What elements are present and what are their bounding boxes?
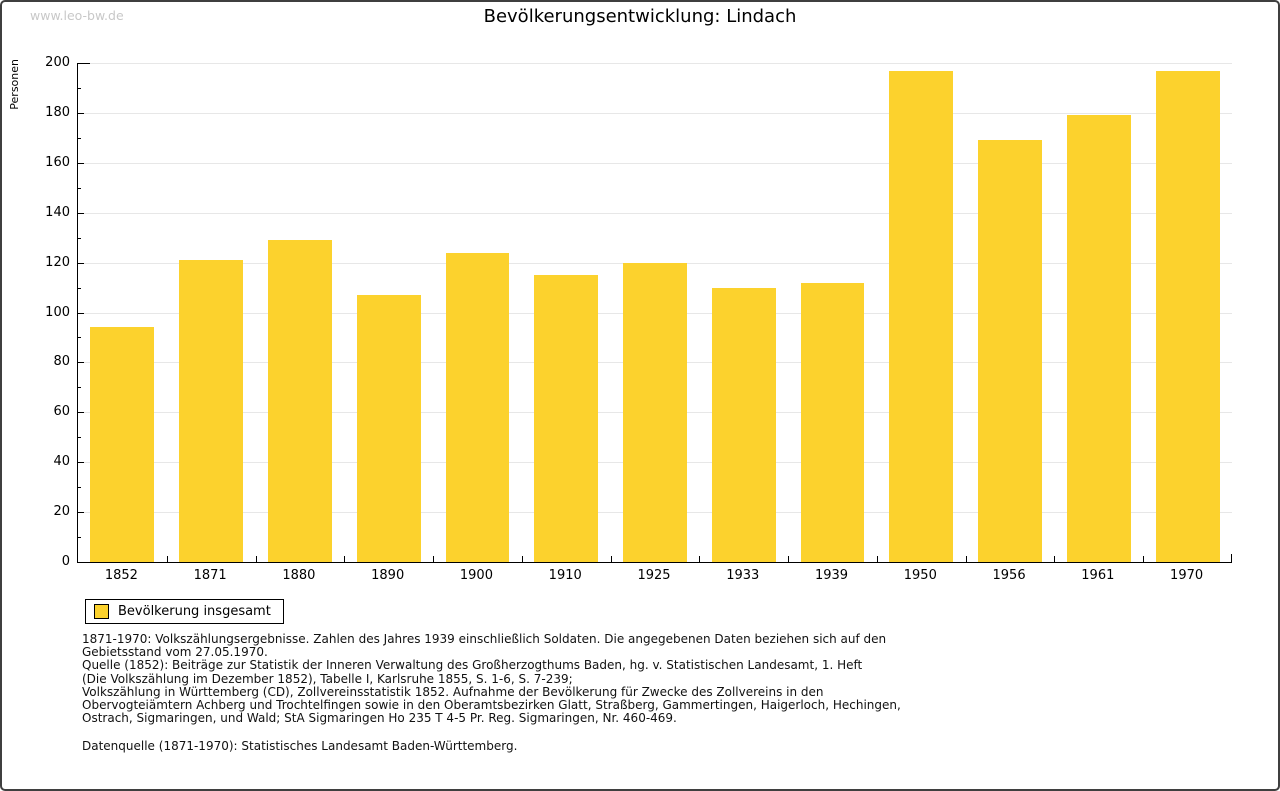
note-line: 1871-1970: Volkszählungsergebnisse. Zahl…: [82, 632, 887, 646]
y-tick-major: [78, 312, 84, 314]
y-tick-major: [78, 212, 84, 214]
bar-1939: [800, 282, 865, 562]
y-tick-major: [78, 162, 84, 164]
watermark: www.leo-bw.de: [30, 8, 124, 23]
bar-1950: [889, 70, 954, 562]
x-tick: [876, 556, 878, 562]
y-tick-label: 180: [45, 104, 70, 120]
y-tick-minor: [78, 337, 81, 339]
x-tick: [699, 556, 701, 562]
x-tick: [1143, 556, 1145, 562]
y-tick-label: 120: [45, 254, 70, 270]
bar-1933: [711, 287, 776, 562]
bar-1890: [356, 295, 421, 562]
bar-1910: [534, 275, 599, 562]
x-tick: [166, 556, 168, 562]
y-tick-label: 160: [45, 154, 70, 170]
note-line: Obervogteiämtern Achberg und Trochtelfin…: [82, 698, 901, 713]
y-tick-major: [78, 262, 84, 264]
y-tick-label: 200: [45, 55, 70, 70]
y-tick-major: [78, 462, 84, 464]
bar-1900: [445, 252, 510, 562]
y-tick-minor: [78, 137, 81, 139]
datasource-note: Datenquelle (1871-1970): Statistisches L…: [82, 739, 518, 754]
y-tick-minor: [78, 237, 81, 239]
x-tick-label: 1880: [282, 568, 316, 583]
x-tick: [521, 556, 523, 562]
note-line: Gebietsstand vom 27.05.1970.: [82, 645, 268, 660]
y-tick-minor: [78, 537, 81, 539]
y-tick-label: 20: [53, 504, 70, 520]
y-tick-label: 60: [53, 404, 70, 420]
note-line: Volkszählung in Württemberg (CD), Zollve…: [82, 684, 824, 699]
y-tick-minor: [78, 187, 81, 189]
x-tick: [788, 556, 790, 562]
x-tick-label: 1950: [903, 568, 937, 583]
x-tick-label: 1956: [992, 568, 1026, 583]
x-tick: [433, 556, 435, 562]
gridline: [78, 112, 1232, 114]
x-tick-label: 1961: [1081, 568, 1115, 583]
x-tick: [965, 556, 967, 562]
y-tick-major: [78, 512, 84, 514]
y-tick-major: [78, 412, 84, 414]
x-tick-label: 1900: [459, 568, 493, 583]
bar-1871: [179, 260, 244, 562]
y-tick-major: [78, 362, 84, 364]
y-tick-minor: [78, 87, 81, 89]
bar-1880: [267, 240, 332, 562]
plot-area: [77, 63, 1232, 563]
y-tick-minor: [78, 387, 81, 389]
legend: Bevölkerung insgesamt: [85, 599, 284, 624]
x-tick-label: 1939: [814, 568, 849, 583]
y-tick-label: 80: [53, 354, 70, 370]
legend-label: Bevölkerung insgesamt: [118, 604, 271, 619]
x-tick: [610, 556, 612, 562]
y-tick-label: 140: [45, 204, 70, 220]
bar-1925: [623, 262, 687, 562]
legend-swatch: [94, 604, 109, 619]
x-tick-label: 1890: [371, 568, 405, 583]
footnotes: 1871-1970: Volkszählungsergebnisse. Zahl…: [82, 632, 1202, 754]
x-tick: [255, 556, 257, 562]
x-tick: [344, 556, 346, 562]
x-tick-label: 1933: [726, 568, 760, 583]
bar-1961: [1066, 115, 1131, 562]
y-tick-major: [78, 112, 84, 114]
axis-right-cap: [1231, 554, 1232, 562]
note-line: Ostrach, Sigmaringen, und Wald; StA Sigm…: [82, 711, 677, 726]
x-tick-label: 1910: [548, 568, 582, 583]
y-tick-minor: [78, 437, 81, 439]
bar-1852: [90, 327, 155, 562]
x-tick-label: 1852: [104, 568, 138, 583]
note-line: Quelle (1852): Beiträge zur Statistik de…: [82, 658, 863, 673]
bar-1970: [1155, 70, 1220, 562]
bar-1956: [978, 140, 1043, 562]
gridline: [78, 162, 1232, 164]
x-tick: [1054, 556, 1056, 562]
x-tick-label: 1871: [193, 568, 227, 583]
y-tick-minor: [78, 287, 81, 289]
x-tick-label: 1925: [637, 568, 671, 583]
chart-title: Bevölkerungsentwicklung: Lindach: [483, 6, 797, 27]
source-notes: 1871-1970: Volkszählungsergebnisse. Zahl…: [82, 632, 1202, 726]
y-tick-label: 100: [45, 304, 70, 320]
y-tick-minor: [78, 487, 81, 489]
y-tick-label: 40: [53, 454, 70, 470]
gridline: [78, 212, 1232, 214]
note-line: (Die Volkszählung im Dezember 1852), Tab…: [82, 671, 573, 686]
axis-top-cap: [78, 63, 90, 64]
gridline: [78, 63, 1232, 64]
x-tick-label: 1970: [1170, 568, 1204, 583]
y-tick-label: 0: [61, 554, 70, 569]
